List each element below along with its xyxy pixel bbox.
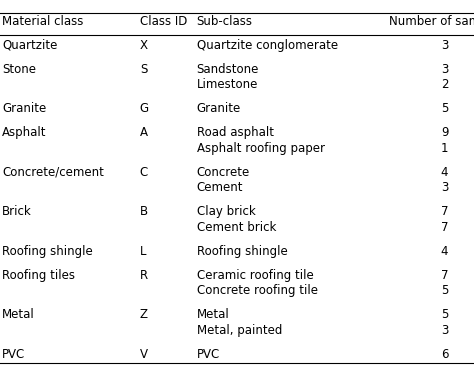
Text: 5: 5 [441,102,448,115]
Text: Z: Z [140,308,148,321]
Text: PVC: PVC [2,348,26,361]
Text: PVC: PVC [197,348,220,361]
Text: 3: 3 [441,62,448,76]
Text: Cement: Cement [197,181,243,194]
Text: Class ID: Class ID [140,15,187,28]
Text: Cement brick: Cement brick [197,221,276,234]
Text: 6: 6 [441,348,448,361]
Text: Roofing tiles: Roofing tiles [2,269,75,282]
Text: Sandstone: Sandstone [197,62,259,76]
Text: Quartzite: Quartzite [2,39,58,51]
Text: Limestone: Limestone [197,78,258,91]
Text: 5: 5 [441,284,448,297]
Text: Brick: Brick [2,205,32,218]
Text: 3: 3 [441,181,448,194]
Text: Quartzite conglomerate: Quartzite conglomerate [197,39,338,51]
Text: Asphalt roofing paper: Asphalt roofing paper [197,142,325,155]
Text: 7: 7 [441,205,448,218]
Text: L: L [140,245,146,258]
Text: Stone: Stone [2,62,36,76]
Text: Metal: Metal [197,308,229,321]
Text: Metal, painted: Metal, painted [197,324,282,337]
Text: Concrete: Concrete [197,166,250,179]
Text: 7: 7 [441,221,448,234]
Text: Material class: Material class [2,15,84,28]
Text: Granite: Granite [2,102,46,115]
Text: A: A [140,126,148,139]
Text: X: X [140,39,148,51]
Text: Concrete roofing tile: Concrete roofing tile [197,284,318,297]
Text: 3: 3 [441,324,448,337]
Text: 5: 5 [441,308,448,321]
Text: S: S [140,62,147,76]
Text: 1: 1 [441,142,448,155]
Text: Ceramic roofing tile: Ceramic roofing tile [197,269,313,282]
Text: C: C [140,166,148,179]
Text: Asphalt: Asphalt [2,126,47,139]
Text: Sub-class: Sub-class [197,15,253,28]
Text: Number of samples: Number of samples [389,15,474,28]
Text: 4: 4 [441,166,448,179]
Text: 2: 2 [441,78,448,91]
Text: 7: 7 [441,269,448,282]
Text: Metal: Metal [2,308,35,321]
Text: Roofing shingle: Roofing shingle [2,245,93,258]
Text: B: B [140,205,148,218]
Text: R: R [140,269,148,282]
Text: V: V [140,348,148,361]
Text: Roofing shingle: Roofing shingle [197,245,287,258]
Text: Concrete/cement: Concrete/cement [2,166,104,179]
Text: Granite: Granite [197,102,241,115]
Text: 9: 9 [441,126,448,139]
Text: Clay brick: Clay brick [197,205,255,218]
Text: 3: 3 [441,39,448,51]
Text: Road asphalt: Road asphalt [197,126,273,139]
Text: 4: 4 [441,245,448,258]
Text: G: G [140,102,149,115]
